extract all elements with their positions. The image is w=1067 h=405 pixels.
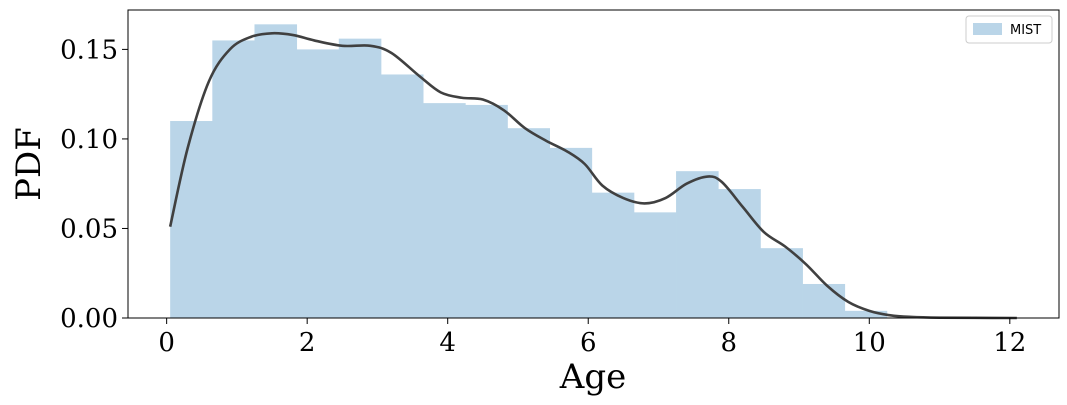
histogram-bar (760, 248, 803, 318)
y-tick-label: 0.00 (60, 304, 118, 334)
histogram-bar (423, 103, 466, 319)
histogram-bar (338, 38, 382, 319)
histogram-bar (844, 310, 888, 318)
x-tick-label: 0 (158, 328, 175, 358)
kde-curve (168, 31, 1017, 320)
histogram-bar (676, 171, 719, 318)
plot-frame (127, 9, 1060, 319)
histogram-bar (380, 74, 424, 318)
y-tick-label: 0.15 (60, 35, 118, 65)
x-axis-label: Age (559, 357, 626, 397)
histogram-bar (507, 128, 550, 318)
histogram-bar (212, 40, 255, 318)
legend-box (965, 15, 1053, 44)
histogram-bar (465, 104, 508, 318)
y-tick-label: 0.10 (60, 125, 118, 155)
y-tick-label: 0.05 (60, 214, 118, 244)
histogram-bars (170, 24, 888, 319)
legend-label-mist: MIST (1010, 23, 1041, 38)
y-axis-ticks: 0.00 0.05 0.10 0.15 (60, 35, 128, 334)
histogram-bar (591, 192, 635, 318)
x-axis-ticks: 0 2 4 6 8 10 12 (158, 318, 1026, 358)
x-tick-label: 2 (299, 328, 316, 358)
legend-swatch-mist (973, 23, 1002, 35)
histogram-bar (633, 212, 677, 318)
histogram-bar (170, 121, 213, 319)
histogram-bar (296, 49, 340, 319)
legend: MIST (965, 15, 1053, 44)
y-axis-label: PDF (9, 127, 49, 201)
histogram-bar (254, 24, 298, 319)
histogram-bar (718, 189, 761, 318)
x-tick-label: 10 (853, 328, 886, 358)
x-tick-label: 12 (993, 328, 1026, 358)
histogram-bar (549, 147, 593, 318)
x-tick-label: 4 (439, 328, 456, 358)
histogram-bar (802, 283, 846, 318)
x-tick-label: 8 (720, 328, 737, 358)
x-tick-label: 6 (580, 328, 597, 358)
